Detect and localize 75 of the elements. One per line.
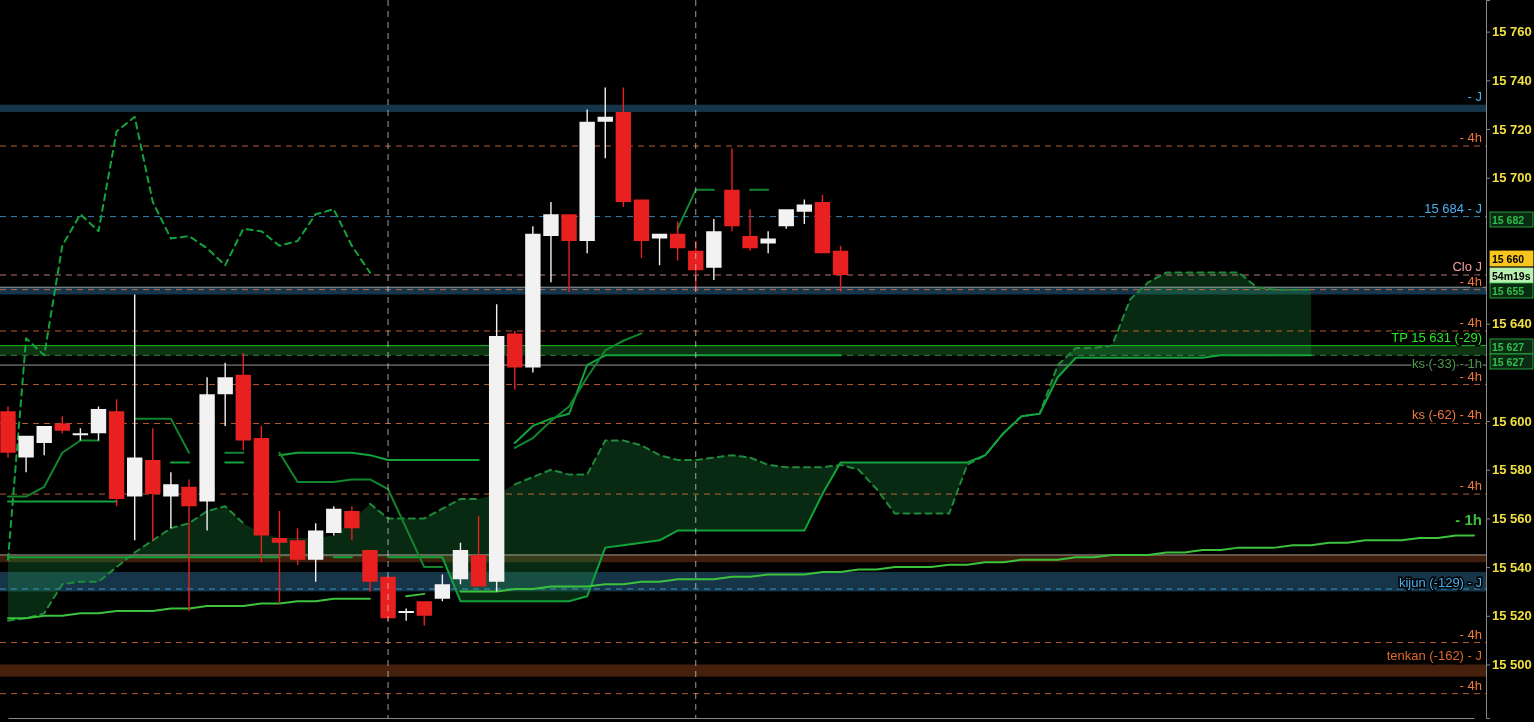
ref-line-label: 15 684 - J [1424,200,1482,216]
text: 15 682 [1492,214,1525,226]
candlestick [199,377,215,531]
series-label: - 1h [1455,511,1482,529]
candlestick [778,209,794,229]
ref-line-label: - 4h [1459,273,1482,289]
candlestick [525,226,541,373]
candlestick [235,352,251,451]
y-tick-label: 15 600 [1492,413,1532,429]
candlestick [217,362,233,426]
ref-line-label: - 4h [1459,368,1482,384]
y-tick-label: 15 500 [1492,657,1532,673]
candlestick [90,406,107,441]
candlestick [0,406,16,458]
candlestick [362,550,378,592]
candlestick [543,202,559,283]
candlestick [507,331,523,390]
candlestick [54,416,70,434]
ref-line-label: TP 15 631 (-29) [1391,329,1482,345]
ref-line-label: - 4h [1459,130,1482,146]
text: 15 627 [1492,341,1525,353]
band-label: - J [1467,88,1482,104]
candlestick [253,425,270,563]
candlestick [706,219,722,280]
candlestick [579,109,595,254]
ref-line-label: Clo J [1452,259,1482,275]
candlestick [181,479,197,611]
candlestick [36,425,52,456]
y-tick-label: 15 520 [1492,608,1532,624]
band-label: kijun (-129) - J [1398,574,1482,590]
text: 15 655 [1492,285,1525,297]
y-tick-label: 15 740 [1492,72,1532,88]
candlestick [145,428,161,541]
candlestick [344,506,360,541]
text: 15 660 [1492,253,1525,265]
candlestick [633,199,650,258]
y-tick-label: 15 640 [1492,316,1532,332]
candlestick [651,233,668,266]
band-label: tenkan (-162) - J [1386,648,1482,664]
candlestick [289,528,306,565]
ref-line-label: ks (-62) - 4h [1411,407,1482,423]
candlestick [434,574,451,602]
y-tick-label: 15 720 [1492,121,1532,137]
candlestick [669,221,686,261]
candlestick [326,506,342,536]
candlestick [72,428,89,441]
candlestick [796,199,813,224]
y-tick-label: 15 540 [1492,559,1532,575]
candlestick [561,214,577,293]
candlestick [163,472,179,529]
y-tick-label: 15 580 [1492,462,1532,478]
candlestick [108,399,125,507]
candlestick [18,435,34,473]
ref-line-label: - 4h [1459,315,1482,331]
candlestick [760,231,776,254]
candlestick [307,523,324,582]
candlestick [724,148,740,232]
candlestick [742,209,758,251]
y-tick-label: 15 760 [1492,24,1532,40]
candlestick [416,601,432,626]
candlestick [832,245,849,293]
text: 54m19s [1492,270,1531,282]
candlestick [380,576,396,621]
candlestick [814,194,831,254]
ref-line-label: - 4h [1459,478,1482,494]
ref-line-label: - 4h [1459,626,1482,642]
y-tick-label: 15 560 [1492,511,1532,527]
candlestick [615,87,632,207]
candlestick [398,608,414,621]
y-tick-label: 15 700 [1492,170,1532,186]
text: 15 627 [1492,356,1525,368]
candlestick [452,542,469,585]
candlestick [470,515,487,587]
ref-line-label: - 4h [1459,677,1482,693]
candlestick [488,304,505,592]
